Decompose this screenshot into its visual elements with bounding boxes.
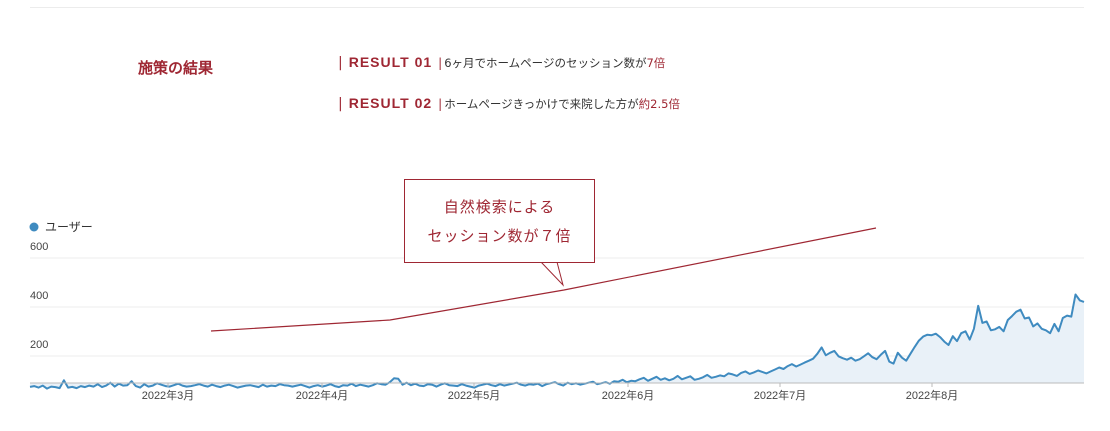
y-tick-labels: 200 400 600 — [30, 241, 48, 351]
result-text: 6ヶ月でホームページのセッション数が — [444, 56, 647, 70]
legend-label: ユーザー — [45, 220, 93, 234]
legend-marker — [29, 222, 39, 232]
x-tick-label: 2022年8月 — [906, 388, 959, 402]
top-divider — [30, 7, 1084, 8]
x-tick-label: 2022年6月 — [602, 388, 655, 402]
section-title: 施策の結果 — [138, 59, 214, 77]
x-tick-label: 2022年3月 — [142, 388, 195, 402]
result-label: RESULT 02 — [348, 95, 433, 111]
y-tick-label: 200 — [30, 339, 48, 351]
callout-line-2: セッション数が７倍 — [427, 227, 572, 245]
result-text: ホームページきっかけで来院した方が — [444, 97, 639, 111]
series-area — [30, 294, 1084, 389]
result-label: RESULT 01 — [348, 54, 433, 70]
result-bar: | — [338, 96, 343, 112]
result-bar: | — [338, 55, 343, 71]
x-tick-label: 2022年5月 — [448, 388, 501, 402]
result-row-02: | RESULT 02 | ホームページきっかけで来院した方が 約2.5倍 — [338, 95, 680, 112]
trend-line — [210, 227, 877, 332]
x-tick-labels: 2022年3月 2022年4月 2022年5月 2022年6月 2022年7月 2022年… — [142, 383, 959, 402]
y-tick-label: 400 — [30, 290, 48, 302]
callout-box: 自然検索による セッション数が７倍 — [404, 179, 595, 263]
result-emphasis: 約2.5倍 — [638, 97, 680, 111]
result-emphasis: 7倍 — [646, 56, 666, 70]
callout-line-1: 自然検索による — [443, 198, 556, 216]
x-tick-label: 2022年4月 — [296, 388, 349, 402]
result-row-01: | RESULT 01 | 6ヶ月でホームページのセッション数が 7倍 — [338, 54, 665, 71]
y-tick-label: 600 — [30, 241, 48, 253]
result-separator: | — [438, 97, 443, 111]
x-tick-label: 2022年7月 — [754, 388, 807, 402]
callout-pointer — [540, 261, 564, 287]
result-separator: | — [438, 56, 443, 70]
